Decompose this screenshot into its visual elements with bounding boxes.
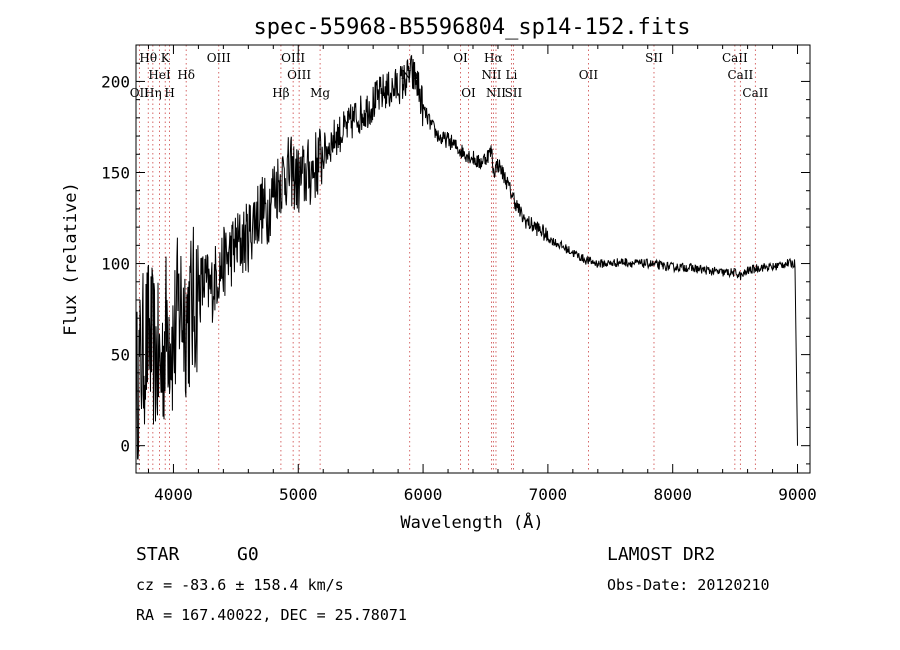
y-tick-label: 50 [111,346,130,365]
line-marker-label: Hα [484,51,503,65]
line-marker-label: SII [645,51,663,65]
line-marker-label: OIII [287,68,311,82]
line-marker-label: CaII [742,86,768,100]
y-axis-label: Flux (relative) [61,182,81,336]
line-marker-label: K [161,51,171,65]
line-marker-label: OIII [281,51,305,65]
line-marker-label: Hθ [139,51,157,65]
line-marker-label: OII [579,68,599,82]
object-subclass: G0 [237,544,259,565]
line-marker-label: OII [130,86,150,100]
line-marker-label: CaII [722,51,748,65]
line-marker-label: OI [461,86,476,100]
line-marker-label: CaII [727,68,753,82]
x-tick-label: 7000 [529,485,568,504]
y-tick-label: 200 [101,72,130,91]
x-tick-label: 5000 [279,485,318,504]
spectrum-series-line [135,54,798,460]
y-tick-label: 0 [120,437,130,456]
x-tick-label: 9000 [778,485,817,504]
line-marker-label: HeI [148,68,171,82]
line-marker-label: H [164,86,174,100]
line-marker-label: NII [481,68,501,82]
y-axis: 0 50 100 150 200 [101,62,810,465]
line-marker-label: Hδ [177,68,195,82]
survey-label: LAMOST DR2 [607,544,715,565]
redshift-text: cz = -83.6 ± 158.4 km/s [136,576,344,594]
line-marker-label: SII [505,86,523,100]
line-marker-label: NII [486,86,506,100]
line-marker-label: Hη [144,86,162,100]
line-marker-label: Li [506,68,518,82]
chart-title: spec-55968-B5596804_sp14-152.fits [253,15,690,40]
object-class: STAR [136,544,180,565]
line-marker-label: Mg [310,86,330,100]
obs-date: Obs-Date: 20120210 [607,576,770,594]
y-tick-label: 100 [101,255,130,274]
y-tick-label: 150 [101,163,130,182]
x-tick-label: 4000 [154,485,193,504]
x-tick-label: 8000 [653,485,692,504]
x-axis-label: Wavelength (Å) [400,511,543,533]
x-axis: 4000 5000 6000 7000 8000 9000 [147,45,817,504]
line-marker-label: Hβ [272,86,289,100]
line-marker-label: OI [453,51,468,65]
line-marker-label: OIII [207,51,231,65]
x-tick-label: 6000 [404,485,443,504]
coordinates: RA = 167.40022, DEC = 25.78071 [136,606,407,624]
